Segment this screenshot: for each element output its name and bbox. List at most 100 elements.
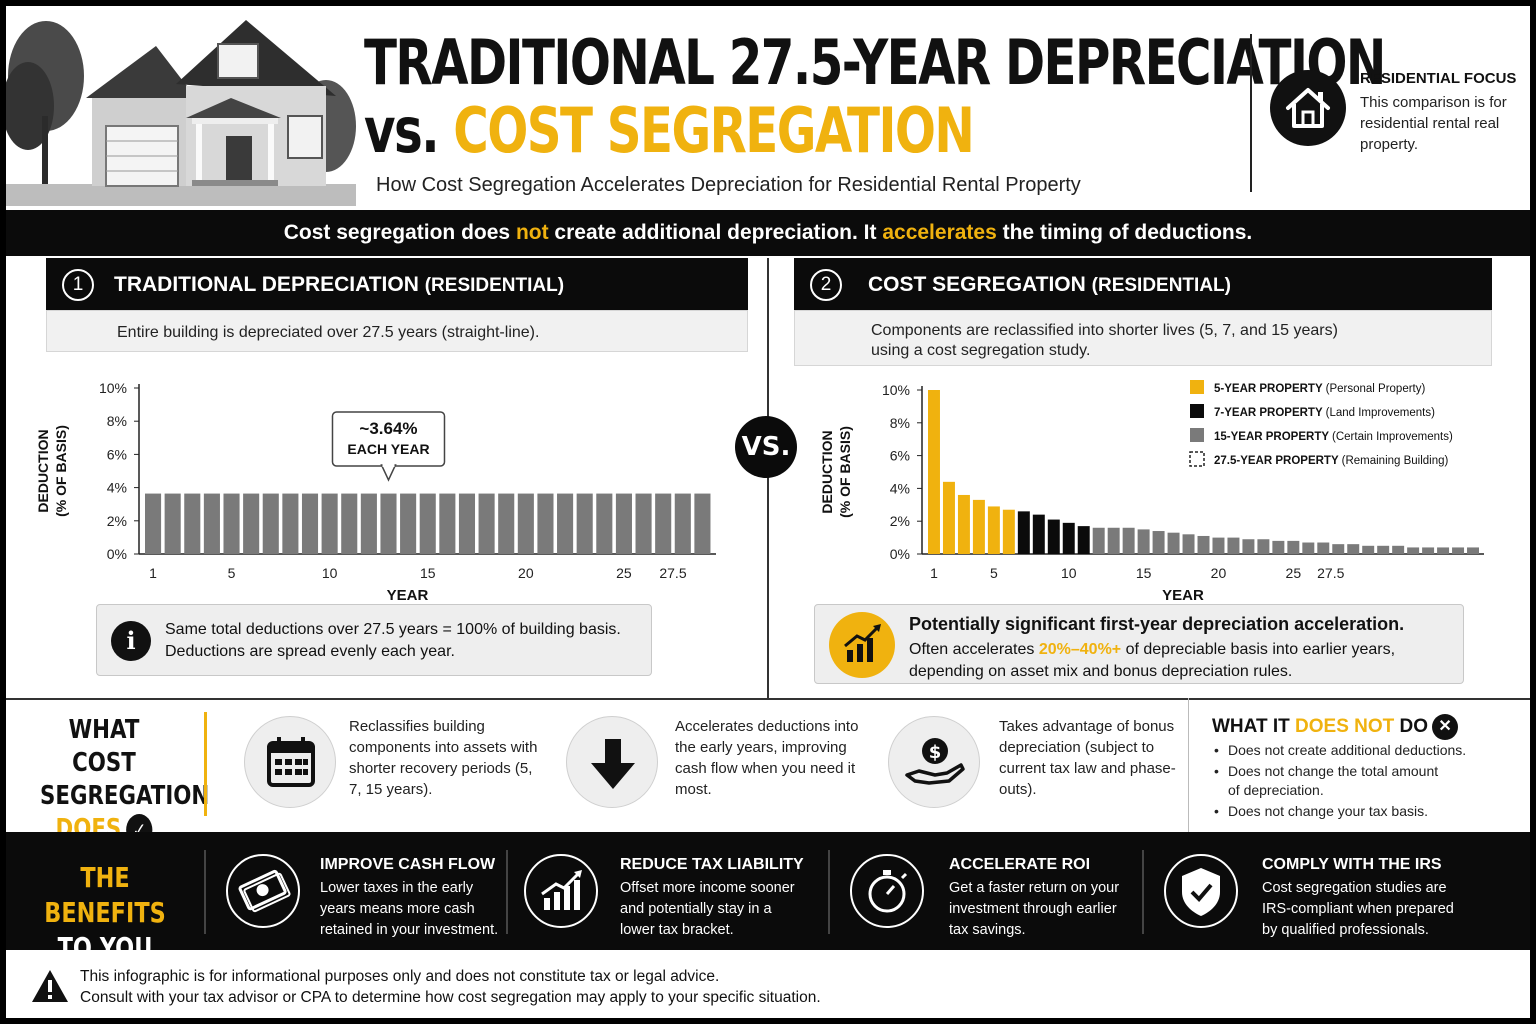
callout-value: ~3.64%: [359, 419, 417, 438]
traditional-info-text: Same total deductions over 27.5 years = …: [165, 619, 621, 663]
highlight-title: Potentially significant first-year depre…: [909, 614, 1405, 634]
bar: [1197, 535, 1210, 554]
benefit-1-title: IMPROVE CASH FLOW: [320, 856, 496, 873]
bar: [184, 493, 201, 554]
infographic: TRADITIONAL 27.5-YEAR DEPRECIATION vs. C…: [6, 6, 1530, 1018]
calendar-icon: [244, 716, 336, 808]
highlight-range: 20%–40%+: [1038, 641, 1122, 658]
y-tick-label: 2%: [107, 513, 127, 529]
banner-text-3: the timing of deductions.: [996, 221, 1253, 244]
banner-accelerates: accelerates: [882, 221, 997, 244]
bar: [1062, 522, 1075, 554]
benefit-3-text: Get a faster return on your investment t…: [949, 880, 1120, 938]
callout-pointer: [380, 464, 397, 482]
legend-swatch: [1189, 451, 1205, 467]
bar: [164, 493, 181, 554]
bar: [262, 493, 279, 554]
list-item: Does not create additional deductions.: [1212, 741, 1512, 761]
highlight-pre: Often accelerates: [909, 641, 1039, 658]
bar: [301, 493, 319, 554]
warning-icon: [32, 970, 68, 1002]
y-tick-label: 0%: [107, 546, 127, 562]
main-title-line2: vs. COST SEGREGATION: [364, 94, 975, 167]
bar: [1452, 547, 1465, 554]
home-icon: [1270, 70, 1346, 146]
x-tick-label: 25: [616, 565, 632, 581]
bar: [1302, 542, 1315, 554]
bar: [1227, 537, 1240, 554]
bar: [1152, 531, 1165, 554]
bar: [1287, 540, 1300, 554]
bar: [1092, 527, 1105, 554]
not-do-divider: [1188, 698, 1189, 832]
does-item-1-text: Reclassifies building components into as…: [349, 718, 538, 798]
desc-line-2: using a cost segregation study.: [871, 342, 1091, 359]
x-tick-label: 10: [322, 565, 338, 581]
bar: [557, 493, 574, 554]
x-tick-label: 5: [990, 565, 998, 581]
y-tick-label: 6%: [107, 446, 127, 462]
bar: [380, 493, 397, 554]
bar: [537, 493, 554, 554]
traditional-panel-title: TRADITIONAL DEPRECIATION (RESIDENTIAL): [114, 273, 564, 297]
y-axis-title-line2: (% OF BASIS): [53, 425, 69, 517]
benefits-divider: [828, 850, 830, 934]
bar: [1272, 540, 1285, 554]
y-axis-title-line1: DEDUCTION: [819, 430, 835, 513]
bar: [1107, 527, 1120, 554]
bar: [1317, 542, 1330, 554]
bar: [1047, 519, 1060, 554]
notdo-hl: DOES NOT: [1295, 716, 1395, 738]
vs-badge: VS.: [735, 416, 797, 478]
bar: [243, 493, 260, 554]
bar: [1407, 547, 1420, 554]
left-title-suffix: (RESIDENTIAL): [424, 275, 565, 296]
bar: [439, 493, 456, 554]
gold-divider: [204, 712, 207, 816]
bar: [1257, 539, 1270, 554]
y-tick-label: 0%: [890, 546, 910, 562]
house-illustration: [6, 6, 356, 206]
bar: [615, 493, 632, 554]
bar: [1212, 537, 1225, 554]
shield-check-icon: [1164, 854, 1238, 928]
bar: [341, 493, 358, 554]
bar: [1167, 532, 1180, 554]
legend-swatch: [1190, 428, 1204, 442]
bar: [478, 493, 495, 554]
y-tick-label: 8%: [890, 415, 910, 431]
y-axis-title-line2: (% OF BASIS): [837, 426, 853, 518]
desc-line-1: Components are reclassified into shorter…: [871, 322, 1338, 339]
bar: [635, 493, 652, 554]
bar: [321, 493, 338, 554]
legend-label: 15-YEAR PROPERTY (Certain Improvements): [1214, 431, 1453, 443]
x-tick-label: 1: [149, 565, 157, 581]
bar: [694, 493, 711, 554]
growth-chart-icon: [524, 854, 598, 928]
callout-label: EACH YEAR: [347, 441, 429, 457]
traditional-info-box: i Same total deductions over 27.5 years …: [96, 604, 652, 676]
bar: [596, 493, 613, 554]
panel-number-1: 1: [62, 269, 94, 301]
y-tick-label: 10%: [99, 380, 127, 396]
bar: [987, 506, 1000, 554]
x-tick-label: 20: [518, 565, 534, 581]
bar: [223, 493, 240, 554]
bar: [498, 493, 515, 554]
notdo-post: DO: [1394, 716, 1429, 738]
header-divider: [1250, 34, 1252, 192]
bar: [360, 493, 377, 554]
stopwatch-icon: [850, 854, 924, 928]
bar: [1017, 511, 1030, 554]
does-title-line1: WHAT COST: [68, 715, 140, 778]
bar: [1077, 526, 1090, 554]
bar: [972, 499, 985, 554]
benefit-2-text: Offset more income sooner and potentiall…: [620, 880, 795, 938]
traditional-panel-header: 1 TRADITIONAL DEPRECIATION (RESIDENTIAL): [46, 258, 748, 310]
bar: [655, 493, 672, 554]
info-line-1: Same total deductions over 27.5 years = …: [165, 621, 621, 638]
y-axis-title: DEDUCTION (% OF BASIS): [819, 426, 853, 518]
cost-seg-panel-header: 2 COST SEGREGATION (RESIDENTIAL): [794, 258, 1492, 310]
y-tick-label: 10%: [882, 382, 910, 398]
benefit-4-text: Cost segregation studies are IRS-complia…: [1262, 880, 1454, 938]
